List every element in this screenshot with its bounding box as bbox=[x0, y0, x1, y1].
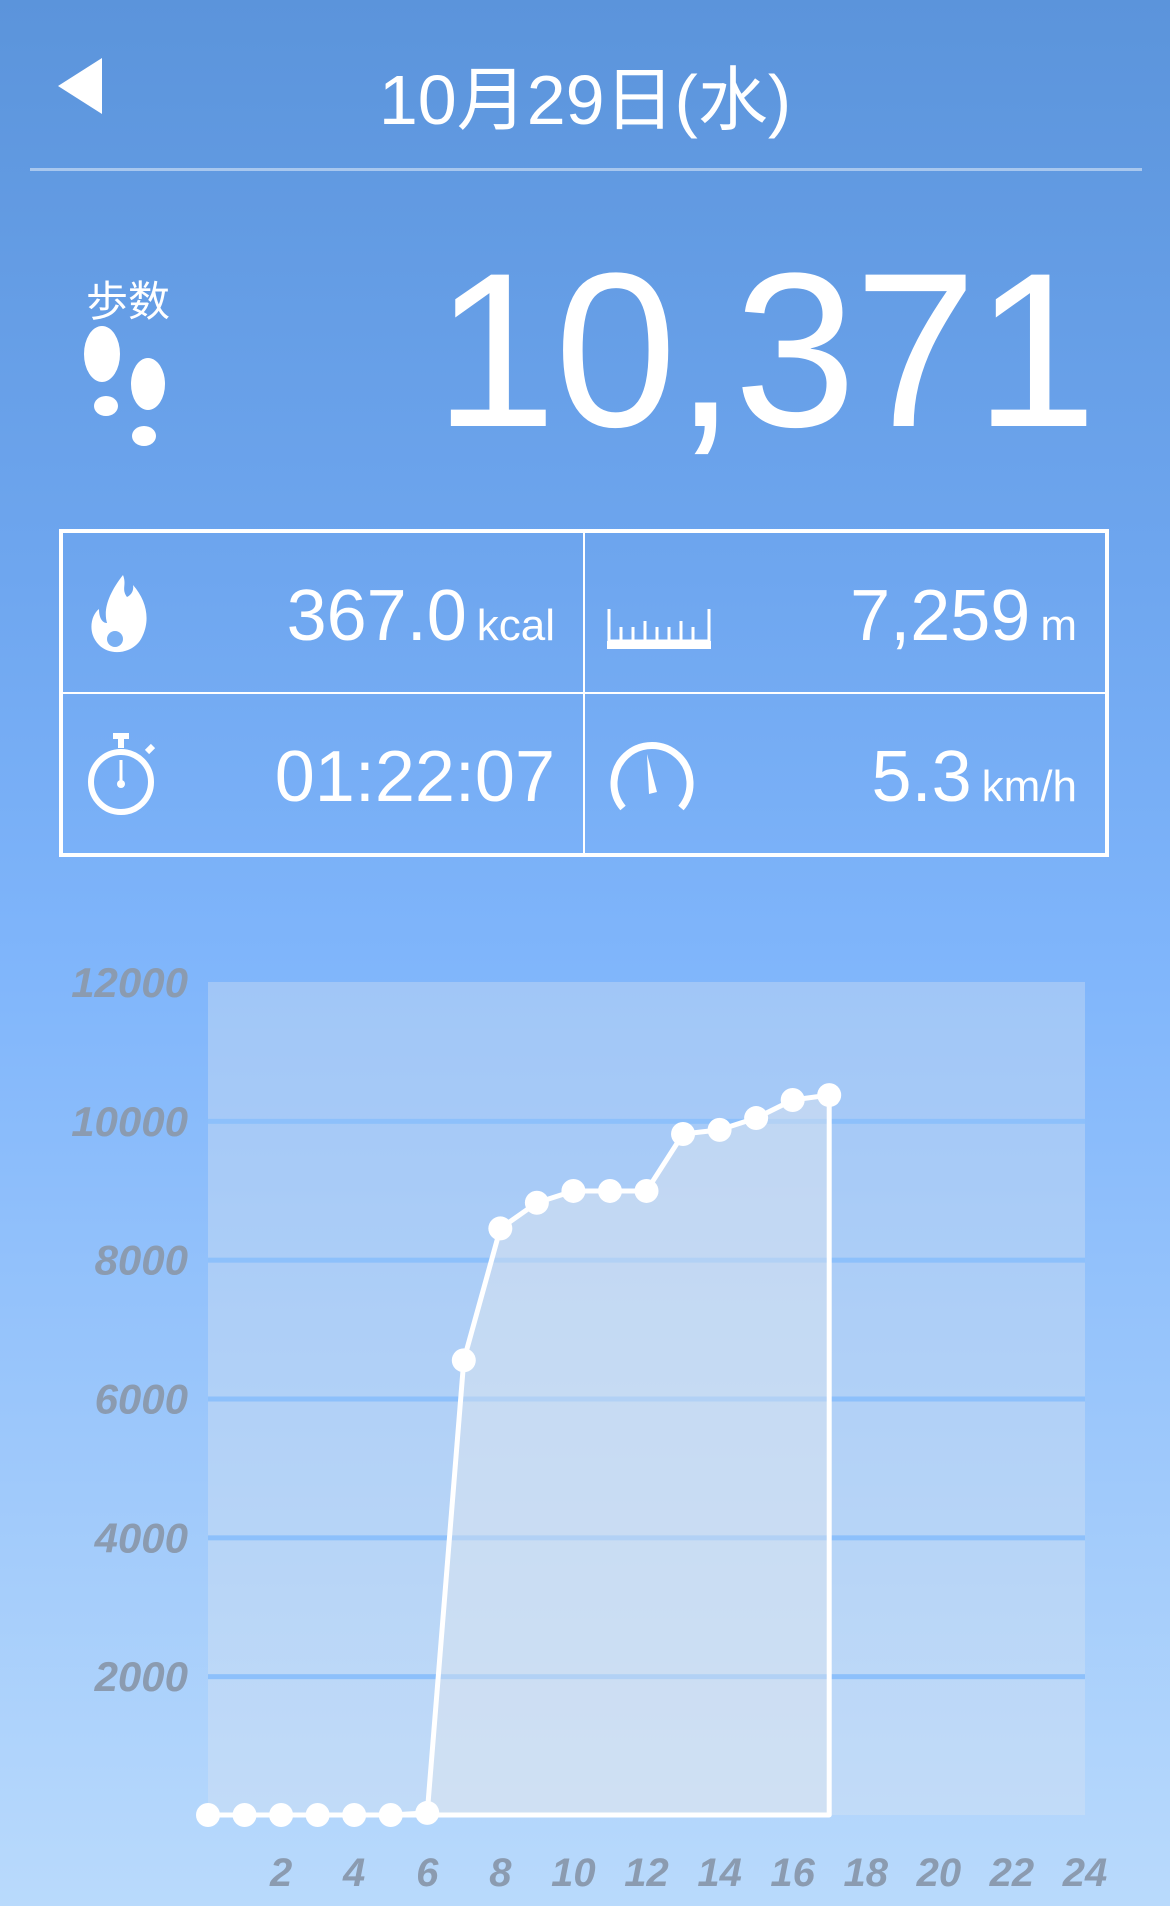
x-tick-label: 4 bbox=[342, 1851, 365, 1895]
gridline bbox=[208, 1535, 1085, 1541]
distance-unit: m bbox=[1040, 601, 1077, 650]
x-tick-label: 24 bbox=[1062, 1851, 1108, 1895]
y-tick-label: 4000 bbox=[94, 1514, 188, 1561]
data-point bbox=[451, 1348, 476, 1373]
data-point bbox=[305, 1803, 330, 1827]
data-point bbox=[707, 1117, 732, 1142]
header-divider bbox=[30, 168, 1142, 171]
speedometer-icon bbox=[610, 741, 694, 811]
distance-cell: 7,259 m bbox=[584, 532, 1106, 693]
calories-value: 367.0 bbox=[286, 576, 467, 656]
data-point bbox=[817, 1083, 842, 1108]
header: 10月29日(水) bbox=[0, 0, 1170, 171]
gridline bbox=[208, 1118, 1085, 1124]
x-tick-label: 2 bbox=[269, 1851, 292, 1895]
x-tick-label: 6 bbox=[416, 1851, 439, 1895]
y-tick-label: 8000 bbox=[95, 1237, 188, 1284]
data-point bbox=[524, 1190, 549, 1215]
y-tick-label: 6000 bbox=[95, 1376, 188, 1423]
stopwatch-icon bbox=[88, 733, 156, 815]
data-point bbox=[232, 1803, 257, 1827]
speed-cell: 5.3 km/h bbox=[584, 693, 1106, 854]
speed-unit: km/h bbox=[981, 762, 1077, 811]
data-point bbox=[634, 1178, 659, 1203]
gridline bbox=[208, 1396, 1085, 1402]
x-tick-label: 8 bbox=[489, 1851, 512, 1895]
data-point bbox=[415, 1800, 440, 1825]
x-tick-label: 22 bbox=[989, 1851, 1035, 1895]
x-tick-label: 14 bbox=[697, 1851, 742, 1895]
data-point bbox=[342, 1803, 367, 1827]
x-tick-label: 16 bbox=[770, 1851, 815, 1895]
back-triangle-icon[interactable] bbox=[58, 58, 102, 114]
gridline bbox=[208, 1674, 1085, 1680]
data-point bbox=[378, 1803, 403, 1827]
y-tick-label: 12000 bbox=[71, 959, 188, 1006]
distance-value: 7,259 bbox=[850, 576, 1031, 656]
data-point bbox=[671, 1122, 696, 1147]
footprints-icon bbox=[84, 326, 165, 446]
gridline bbox=[208, 1257, 1085, 1263]
duration-cell: 01:22:07 bbox=[62, 693, 584, 854]
calories-cell: 367.0 kcal bbox=[62, 532, 584, 693]
x-tick-label: 18 bbox=[844, 1851, 889, 1895]
speed-value: 5.3 bbox=[871, 737, 972, 817]
steps-value: 10,371 bbox=[434, 227, 1097, 473]
duration-value: 01:22:07 bbox=[274, 737, 555, 817]
x-tick-label: 10 bbox=[551, 1851, 596, 1895]
data-point bbox=[597, 1178, 622, 1203]
y-tick-label: 2000 bbox=[94, 1653, 188, 1700]
data-point bbox=[488, 1216, 513, 1241]
x-tick-label: 20 bbox=[916, 1851, 962, 1895]
data-point bbox=[196, 1803, 220, 1827]
x-tick-label: 12 bbox=[624, 1851, 669, 1895]
y-tick-label: 10000 bbox=[71, 1098, 188, 1145]
data-point bbox=[780, 1088, 805, 1113]
stats-grid: 367.0 kcal 7,259 m 01:22:07 5.3 km/h bbox=[59, 529, 1109, 857]
ruler-icon bbox=[607, 609, 711, 649]
data-point bbox=[561, 1178, 586, 1203]
data-point bbox=[269, 1803, 294, 1827]
data-point bbox=[744, 1106, 769, 1131]
calories-unit: kcal bbox=[476, 601, 555, 650]
steps-label: 歩数 bbox=[86, 278, 171, 325]
flame-icon bbox=[91, 575, 147, 653]
date-title: 10月29日(水) bbox=[378, 61, 792, 139]
area-fill bbox=[208, 1095, 830, 1815]
